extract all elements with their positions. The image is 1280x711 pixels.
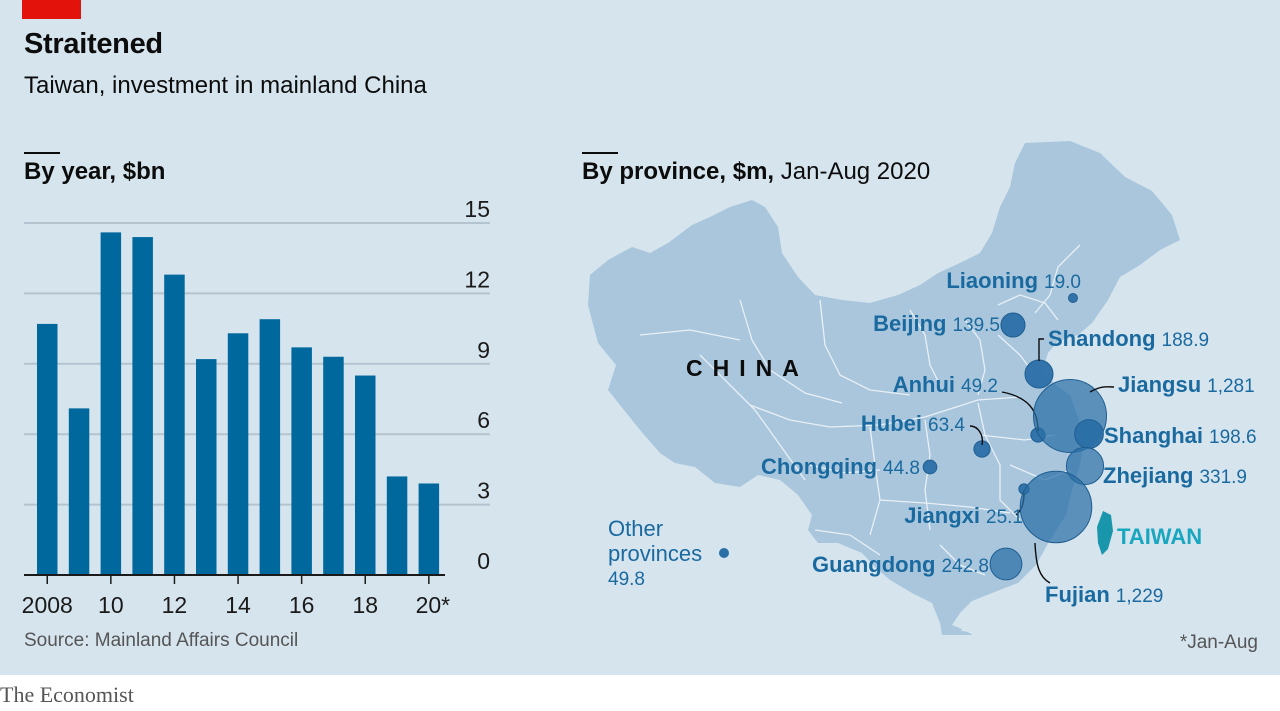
province-value: 19.0 <box>1044 272 1081 293</box>
x-tick-label: 2008 <box>22 592 73 618</box>
chart-title: Straitened <box>24 28 163 60</box>
bar-2009 <box>68 408 90 575</box>
bar-2014 <box>227 333 249 575</box>
province-name: Beijing <box>873 311 946 336</box>
leader-line-shandong <box>1038 338 1044 361</box>
label-anhui: Anhui 49.2 <box>893 372 998 397</box>
x-tick-label: 18 <box>352 592 378 618</box>
y-tick-label: 0 <box>477 548 490 574</box>
economist-logo-text: The Economist <box>0 682 134 707</box>
right-panel-title: By province, $m, Jan-Aug 2020 <box>582 158 930 186</box>
bubble-chongqing <box>922 459 938 475</box>
y-tick-label: 3 <box>477 478 490 504</box>
y-tick-label: 6 <box>477 407 490 433</box>
left-panel-title: By year, $bn <box>24 158 165 186</box>
leader-line-jiangsu <box>1089 386 1115 393</box>
other-value: 49.8 <box>608 569 645 590</box>
province-value: 1,229 <box>1116 586 1164 607</box>
right-panel-rule <box>582 152 618 154</box>
label-zhejiang: Zhejiang 331.9 <box>1103 463 1247 488</box>
province-name: Fujian <box>1045 582 1110 607</box>
province-value: 49.2 <box>961 376 998 397</box>
label-shandong: Shandong 188.9 <box>1048 326 1209 351</box>
province-value: 63.4 <box>928 415 965 436</box>
bar-2013 <box>196 359 217 575</box>
footnote: *Jan-Aug <box>1179 632 1258 653</box>
province-name: Shandong <box>1048 326 1156 351</box>
bar-2008 <box>37 323 58 575</box>
province-value: 44.8 <box>883 458 920 479</box>
province-name: Zhejiang <box>1103 463 1193 488</box>
province-value: 242.8 <box>941 556 989 577</box>
chart-page: Straitened Taiwan, investment in mainlan… <box>0 0 1280 675</box>
label-shanghai: Shanghai 198.6 <box>1104 423 1257 448</box>
source-note: Source: Mainland Affairs Council <box>24 630 299 651</box>
other-label-line2: provinces <box>608 541 702 566</box>
province-name: Jiangsu <box>1118 372 1201 397</box>
china-map-label: CHINA <box>686 355 809 381</box>
bar-2015 <box>259 319 281 575</box>
bar-2019 <box>386 476 408 575</box>
province-bubble-map: Liaoning 19.0 Beijing 139.5 Shandong 188.9 Anh… <box>588 141 1257 635</box>
province-name: Hubei <box>861 411 922 436</box>
province-name: Anhui <box>893 372 955 397</box>
bubble-shandong <box>1024 359 1054 389</box>
bubble-beijing <box>1000 312 1026 338</box>
label-liaoning: Liaoning 19.0 <box>946 268 1081 293</box>
x-tick-label: 12 <box>162 592 188 618</box>
economist-red-tag <box>22 0 81 19</box>
bar-2020* <box>418 483 440 575</box>
label-beijing: Beijing 139.5 <box>873 311 1000 336</box>
taiwan-island <box>1097 511 1113 555</box>
y-tick-label: 15 <box>464 196 490 222</box>
map-bubbles: Liaoning 19.0 Beijing 139.5 Shandong 188.9 Anh… <box>608 268 1257 607</box>
bar-2011 <box>132 237 153 575</box>
taiwan-label: TAIWAN <box>1117 524 1202 549</box>
label-hubei: Hubei 63.4 <box>861 411 966 436</box>
other-label-line1: Other <box>608 516 663 541</box>
x-tick-label: 16 <box>289 592 315 618</box>
province-name: Chongqing <box>761 454 877 479</box>
province-value: 331.9 <box>1199 467 1247 488</box>
bubble-shanghai <box>1074 419 1104 449</box>
y-tick-label: 9 <box>477 337 490 363</box>
bar-2017 <box>323 356 344 575</box>
x-tick-label: 10 <box>98 592 124 618</box>
province-value: 25.1 <box>986 507 1023 528</box>
x-tick-label: 20* <box>416 592 451 618</box>
bar-2010 <box>100 232 122 575</box>
bubble-zhejiang <box>1065 446 1105 486</box>
x-tick-label: 14 <box>225 592 251 618</box>
y-tick-label: 12 <box>464 266 490 292</box>
province-value: 188.9 <box>1162 330 1210 351</box>
right-panel-title-bold: By province, $m, <box>582 158 775 185</box>
right-panel-title-light: Jan-Aug 2020 <box>780 158 931 185</box>
province-value: 1,281 <box>1207 376 1255 397</box>
label-fujian: Fujian 1,229 <box>1045 582 1163 607</box>
label-jiangxi: Jiangxi 25.1 <box>904 503 1023 528</box>
province-name: Liaoning <box>946 268 1038 293</box>
province-name: Guangdong <box>812 552 935 577</box>
bar-2018 <box>355 375 376 575</box>
bubble-liaoning <box>1068 293 1078 303</box>
bubble-fujian <box>1019 470 1093 544</box>
label-jiangsu: Jiangsu 1,281 <box>1118 372 1255 397</box>
bar-2012 <box>164 274 185 575</box>
province-value: 139.5 <box>952 315 1000 336</box>
bubble-guangdong <box>989 547 1023 581</box>
chart-subtitle: Taiwan, investment in mainland China <box>24 72 427 99</box>
left-panel-rule <box>24 152 60 154</box>
province-name: Jiangxi <box>904 503 980 528</box>
left-panel-title-bold: By year, $bn <box>24 158 166 185</box>
label-chongqing: Chongqing 44.8 <box>761 454 920 479</box>
leader-line-fujian <box>1034 542 1051 584</box>
bubble-other-provinces <box>719 548 729 558</box>
label-guangdong: Guangdong 242.8 <box>812 552 989 577</box>
bar-2016 <box>291 347 312 575</box>
leader-line-hubei <box>969 425 984 446</box>
province-value: 198.6 <box>1209 427 1257 448</box>
bar-chart: 0 3 6 9 12 15 2008 10 12 14 16 18 20* <box>22 196 490 618</box>
province-name: Shanghai <box>1104 423 1203 448</box>
